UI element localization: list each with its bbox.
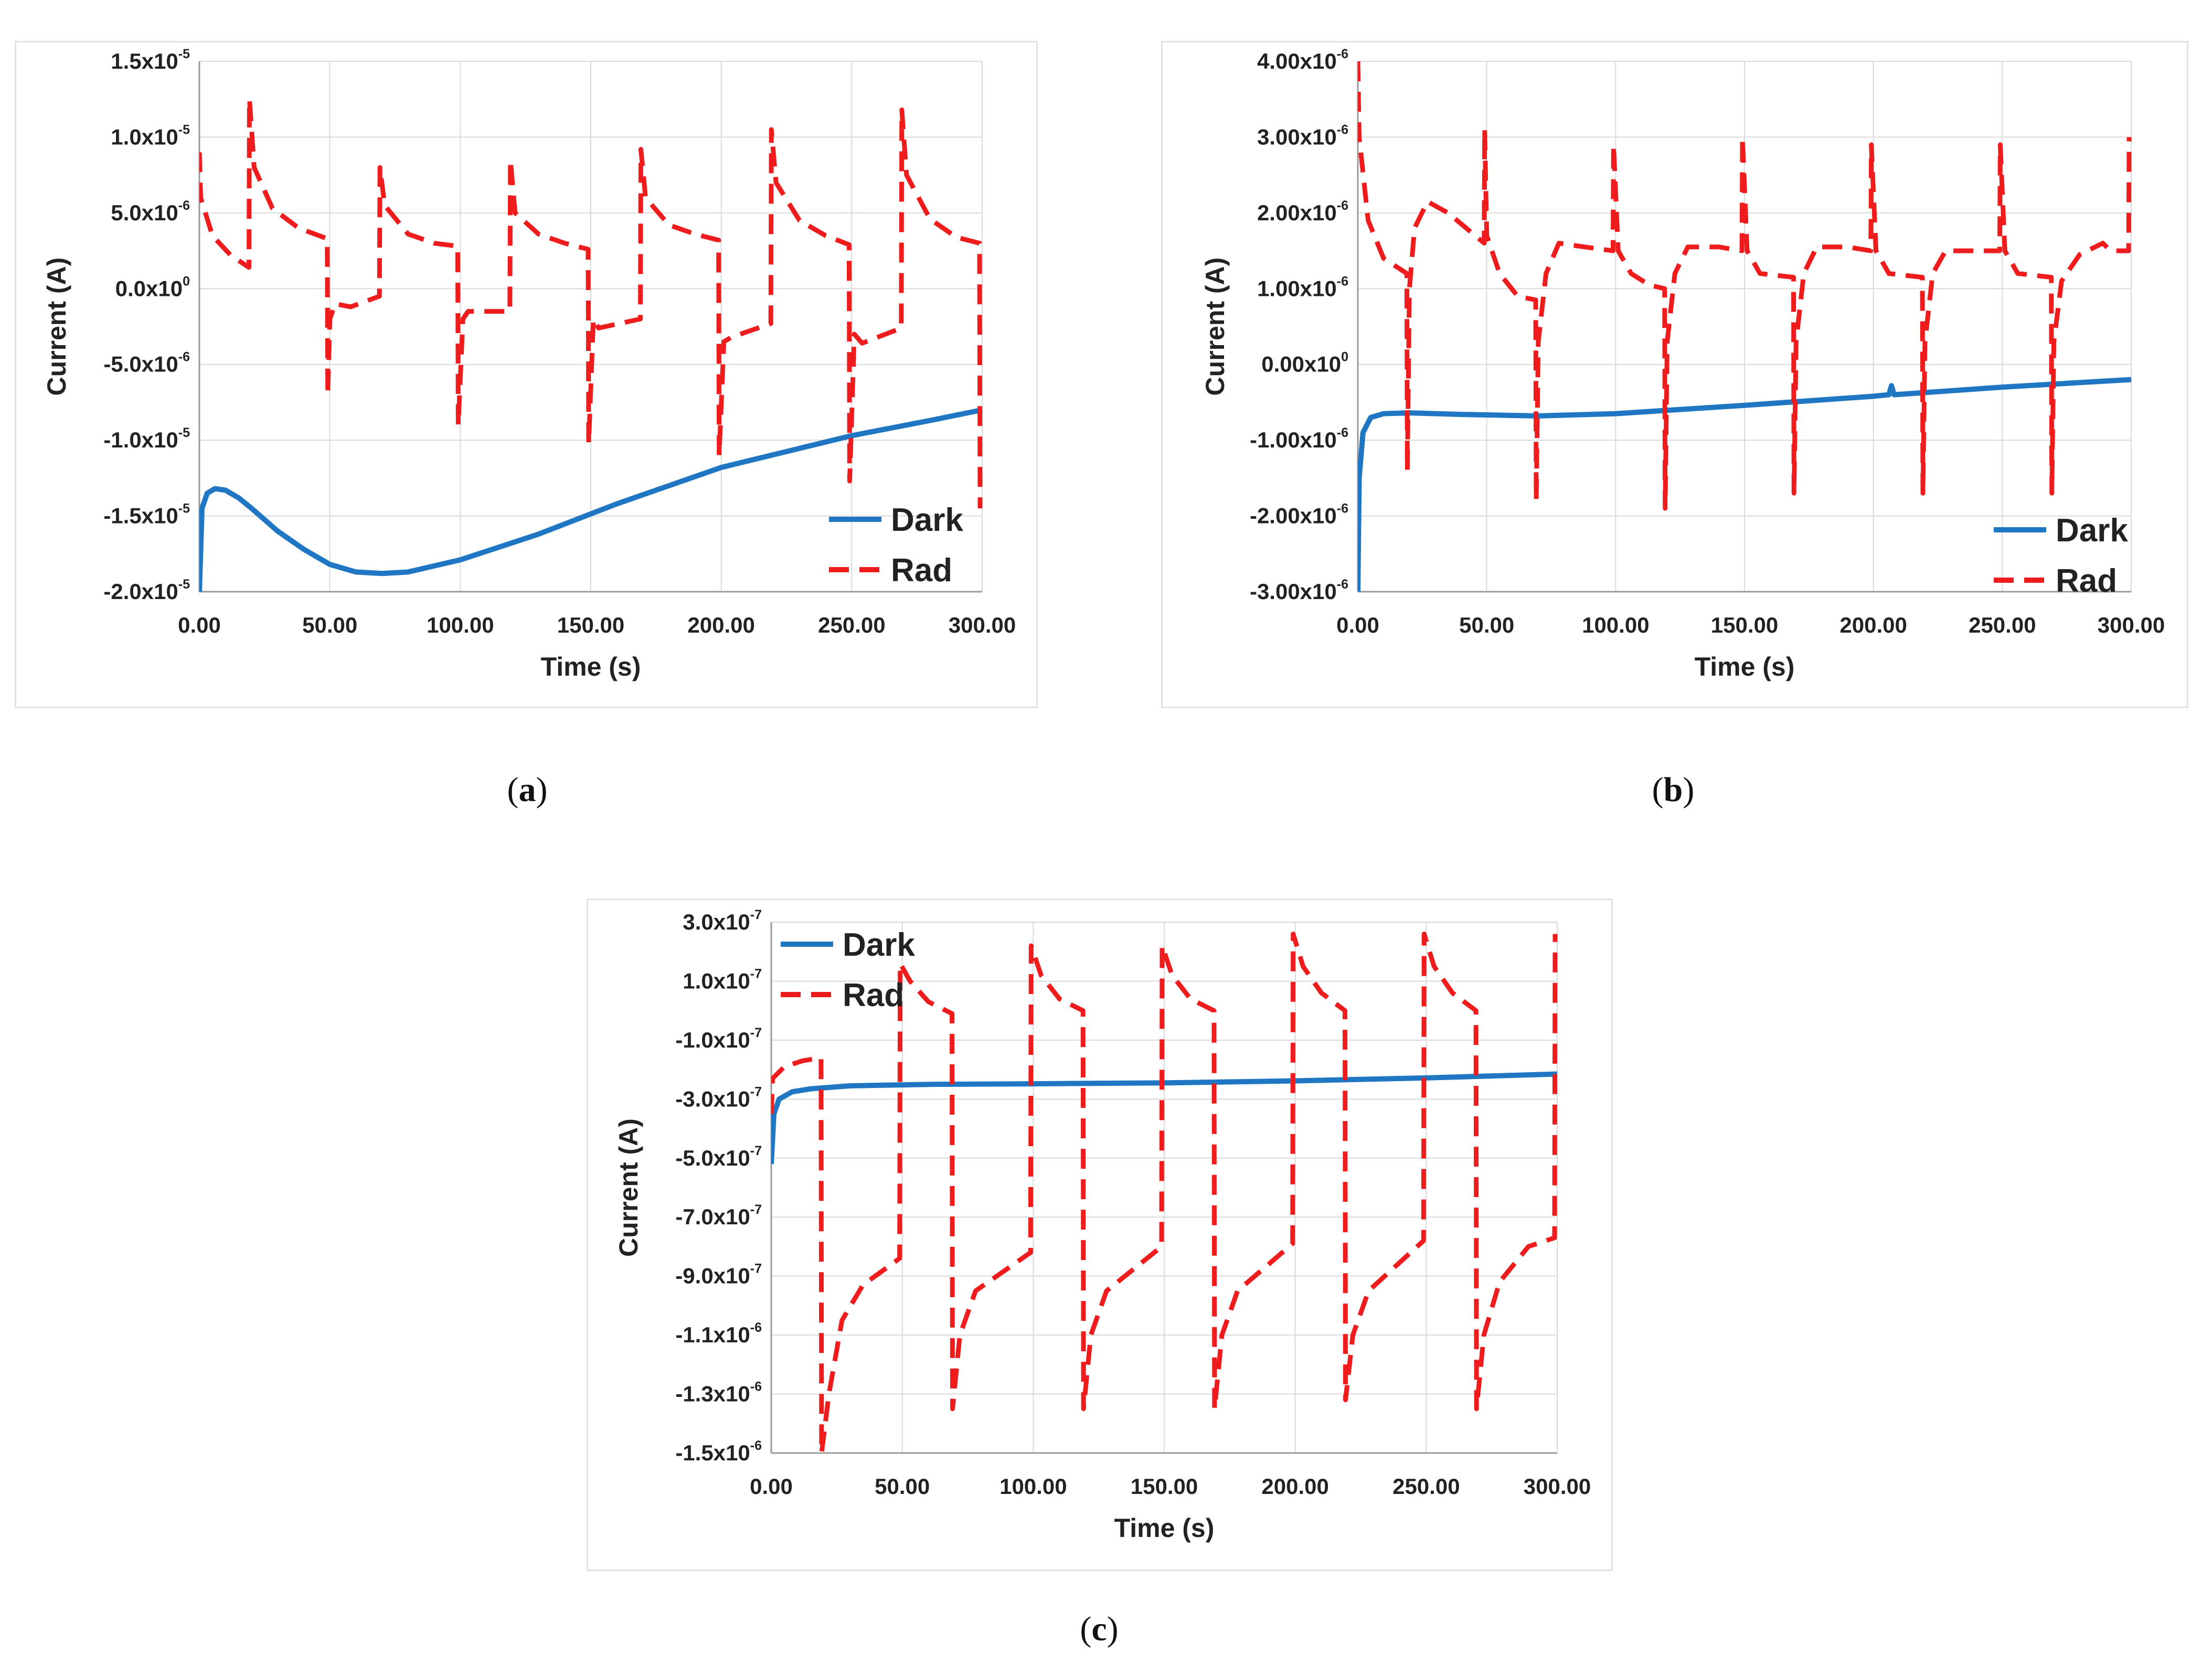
chart-c-x-axis-title: Time (s) xyxy=(1114,1513,1215,1543)
chart-c-y-tick-label: -1.0x10-7 xyxy=(675,1026,762,1052)
chart-c-legend-label-dark: Dark xyxy=(843,927,915,963)
chart-a-x-tick-label: 300.00 xyxy=(949,613,1016,637)
chart-b-y-tick-label: -3.00x10-6 xyxy=(1250,577,1348,604)
chart-c: 0.00 50.00 100.00 150.00 200.00 250.00 300.00 3… xyxy=(614,907,1591,1543)
chart-a-y-tick-label: 0.0x100 xyxy=(115,274,190,301)
chart-c-x-tick-label: 100.00 xyxy=(999,1474,1067,1499)
chart-a-y-tick-label: 1.0x10-5 xyxy=(111,122,190,149)
chart-c-series-dark xyxy=(771,1071,1558,1165)
chart-a-x-tick-label: 100.00 xyxy=(427,613,494,637)
chart-c-y-tick-label: -5.0x10-7 xyxy=(675,1144,762,1170)
chart-c-y-tick-label: -1.3x10-6 xyxy=(675,1380,762,1406)
chart-b-x-tick-label: 250.00 xyxy=(1969,613,2036,637)
chart-b-y-tick-label: 1.00x10-6 xyxy=(1257,274,1348,301)
chart-a-x-tick-label: 0.00 xyxy=(178,613,221,637)
chart-c-y-tick-label: -3.0x10-7 xyxy=(675,1084,762,1111)
chart-c-y-tick-label: -1.5x10-6 xyxy=(675,1438,762,1465)
chart-a-y-tick-label: -1.0x10-5 xyxy=(103,425,190,452)
caption-a: (a) xyxy=(507,771,548,809)
chart-b-y-axis-title: Current (A) xyxy=(1200,258,1230,396)
chart-b-y-tick-label: -1.00x10-6 xyxy=(1250,425,1348,452)
caption-b: (b) xyxy=(1652,771,1695,809)
chart-a-legend-label-rad: Rad xyxy=(891,552,952,589)
chart-a-y-tick-label: 1.5x10-5 xyxy=(111,47,190,73)
chart-b-x-tick-label: 300.00 xyxy=(2098,613,2165,637)
chart-a-y-tick-label: -5.0x10-6 xyxy=(103,350,190,377)
caption-c: (c) xyxy=(1080,1610,1119,1648)
chart-c-series-rad xyxy=(771,932,1558,1455)
chart-b-y-tick-label: 2.00x10-6 xyxy=(1257,198,1348,225)
chart-a-x-tick-label: 50.00 xyxy=(302,613,357,637)
chart-b-y-tick-label: 4.00x10-6 xyxy=(1257,47,1348,73)
chart-a-x-tick-label: 250.00 xyxy=(818,613,885,637)
chart-b-x-tick-label: 50.00 xyxy=(1459,613,1514,637)
chart-c-y-tick-label: -9.0x10-7 xyxy=(675,1262,762,1288)
chart-c-legend-label-rad: Rad xyxy=(843,977,904,1013)
chart-c-x-tick-label: 300.00 xyxy=(1524,1474,1591,1499)
chart-b-x-tick-label: 100.00 xyxy=(1582,613,1649,637)
chart-c-x-tick-label: 0.00 xyxy=(750,1474,793,1499)
chart-c-y-tick-label: -7.0x10-7 xyxy=(675,1202,762,1229)
chart-a-x-tick-label: 200.00 xyxy=(687,613,754,637)
chart-b-x-axis-title: Time (s) xyxy=(1695,652,1795,681)
chart-b-y-tick-label: 3.00x10-6 xyxy=(1257,122,1348,149)
chart-a-x-tick-label: 150.00 xyxy=(557,613,624,637)
chart-a: 0.00 50.00 100.00 150.00 200.00 250.00 300.00 1… xyxy=(42,47,1016,681)
chart-a-legend-label-dark: Dark xyxy=(891,502,963,538)
chart-b-series-dark xyxy=(1358,377,2132,592)
chart-a-y-tick-label: 5.0x10-6 xyxy=(111,198,190,225)
chart-c-x-tick-label: 200.00 xyxy=(1261,1474,1328,1499)
chart-c-y-tick-label: 1.0x10-7 xyxy=(683,966,762,993)
chart-c-frame xyxy=(587,899,1613,1571)
chart-a-frame xyxy=(15,41,1038,708)
chart-b: 0.00 50.00 100.00 150.00 200.00 250.00 300.00 4… xyxy=(1200,47,2165,681)
chart-b-series-rad xyxy=(1358,61,2132,511)
chart-b-x-tick-label: 150.00 xyxy=(1711,613,1778,637)
chart-a-y-tick-label: -1.5x10-5 xyxy=(103,501,190,528)
chart-b-frame xyxy=(1161,41,2188,708)
chart-a-series-rad xyxy=(199,97,983,509)
chart-b-x-tick-label: 0.00 xyxy=(1336,613,1379,637)
chart-c-x-tick-label: 150.00 xyxy=(1131,1474,1198,1499)
chart-a-x-axis-title: Time (s) xyxy=(541,652,641,681)
chart-b-y-tick-label: 0.00x100 xyxy=(1261,350,1348,377)
chart-a-y-tick-label: -2.0x10-5 xyxy=(103,577,190,604)
chart-c-x-tick-label: 250.00 xyxy=(1392,1474,1460,1499)
chart-b-legend-label-rad: Rad xyxy=(2056,563,2117,599)
chart-c-y-axis-title: Current (A) xyxy=(614,1118,643,1257)
chart-c-y-tick-label: 3.0x10-7 xyxy=(683,907,762,934)
chart-b-x-tick-label: 200.00 xyxy=(1839,613,1907,637)
chart-a-series-dark xyxy=(199,407,983,592)
chart-a-y-axis-title: Current (A) xyxy=(42,258,71,396)
chart-b-legend-label-dark: Dark xyxy=(2056,512,2128,549)
chart-c-x-tick-label: 50.00 xyxy=(875,1474,930,1499)
chart-b-y-tick-label: -2.00x10-6 xyxy=(1250,501,1348,528)
chart-c-y-tick-label: -1.1x10-6 xyxy=(675,1320,762,1347)
